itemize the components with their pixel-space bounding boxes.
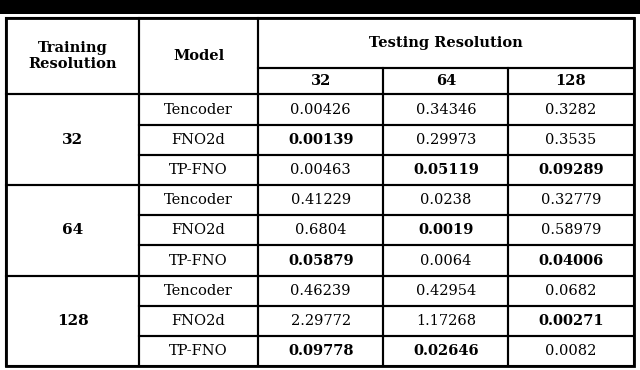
Bar xyxy=(508,215,634,245)
Text: 0.0238: 0.0238 xyxy=(420,193,472,207)
Text: Tencoder: Tencoder xyxy=(164,193,233,207)
Text: FNO2d: FNO2d xyxy=(172,314,225,328)
Text: Tencoder: Tencoder xyxy=(164,284,233,298)
Text: 0.00463: 0.00463 xyxy=(291,163,351,177)
Text: Testing Resolution: Testing Resolution xyxy=(369,36,523,50)
Bar xyxy=(258,185,383,215)
Text: 0.00426: 0.00426 xyxy=(291,102,351,117)
Text: FNO2d: FNO2d xyxy=(172,133,225,147)
Text: Model: Model xyxy=(173,49,224,63)
Text: Training
Resolution: Training Resolution xyxy=(28,41,117,71)
Bar xyxy=(258,306,383,336)
Bar xyxy=(383,276,508,306)
Bar xyxy=(258,155,383,185)
Bar xyxy=(139,336,258,366)
Text: 0.29973: 0.29973 xyxy=(416,133,476,147)
Text: 0.41229: 0.41229 xyxy=(291,193,351,207)
Bar xyxy=(508,155,634,185)
Bar xyxy=(139,18,258,94)
Text: 0.09778: 0.09778 xyxy=(288,344,353,358)
Bar xyxy=(258,125,383,155)
Text: 0.00271: 0.00271 xyxy=(538,314,604,328)
Bar xyxy=(6,185,139,276)
Text: 64: 64 xyxy=(436,74,456,88)
Bar xyxy=(383,68,508,94)
Bar xyxy=(258,94,383,125)
Bar xyxy=(139,245,258,276)
Text: 0.34346: 0.34346 xyxy=(415,102,476,117)
Bar xyxy=(383,215,508,245)
Bar xyxy=(383,155,508,185)
Bar xyxy=(6,18,139,94)
Bar xyxy=(6,276,139,366)
Text: 0.3535: 0.3535 xyxy=(545,133,596,147)
Text: TP-FNO: TP-FNO xyxy=(169,253,228,268)
Bar xyxy=(139,94,258,125)
Text: 0.02646: 0.02646 xyxy=(413,344,479,358)
Text: 2.29772: 2.29772 xyxy=(291,314,351,328)
Bar xyxy=(383,125,508,155)
Bar xyxy=(139,276,258,306)
Bar xyxy=(258,68,383,94)
Text: 0.32779: 0.32779 xyxy=(541,193,601,207)
Text: 0.04006: 0.04006 xyxy=(538,253,604,268)
Bar xyxy=(139,155,258,185)
Text: 0.3282: 0.3282 xyxy=(545,102,596,117)
Text: TP-FNO: TP-FNO xyxy=(169,344,228,358)
Bar xyxy=(383,245,508,276)
Text: 32: 32 xyxy=(62,133,83,147)
Text: 1.17268: 1.17268 xyxy=(416,314,476,328)
Text: Tencoder: Tencoder xyxy=(164,102,233,117)
Text: 0.05879: 0.05879 xyxy=(288,253,353,268)
Bar xyxy=(508,94,634,125)
Bar xyxy=(6,94,139,185)
Bar xyxy=(383,185,508,215)
Text: 0.0682: 0.0682 xyxy=(545,284,596,298)
Text: 64: 64 xyxy=(62,223,83,238)
Bar xyxy=(139,215,258,245)
Bar xyxy=(508,185,634,215)
Bar xyxy=(0,0,640,14)
Bar xyxy=(383,336,508,366)
Bar xyxy=(258,215,383,245)
Text: 0.0064: 0.0064 xyxy=(420,253,472,268)
Bar xyxy=(258,245,383,276)
Text: 0.0082: 0.0082 xyxy=(545,344,596,358)
Bar xyxy=(508,276,634,306)
Bar xyxy=(508,336,634,366)
Bar xyxy=(508,306,634,336)
Text: 0.42954: 0.42954 xyxy=(416,284,476,298)
Bar xyxy=(508,68,634,94)
Text: 0.58979: 0.58979 xyxy=(541,223,601,238)
Bar xyxy=(258,276,383,306)
Text: 0.0019: 0.0019 xyxy=(418,223,474,238)
Bar xyxy=(383,306,508,336)
Text: 128: 128 xyxy=(57,314,88,328)
Text: 128: 128 xyxy=(556,74,586,88)
Bar xyxy=(258,336,383,366)
Bar xyxy=(139,306,258,336)
Text: FNO2d: FNO2d xyxy=(172,223,225,238)
Text: TP-FNO: TP-FNO xyxy=(169,163,228,177)
Bar xyxy=(258,18,634,68)
Text: 0.00139: 0.00139 xyxy=(288,133,353,147)
Text: 0.05119: 0.05119 xyxy=(413,163,479,177)
Bar xyxy=(139,125,258,155)
Bar xyxy=(383,94,508,125)
Bar xyxy=(508,125,634,155)
Text: 32: 32 xyxy=(310,74,331,88)
Bar xyxy=(508,245,634,276)
Text: 0.46239: 0.46239 xyxy=(291,284,351,298)
Text: 0.09289: 0.09289 xyxy=(538,163,604,177)
Text: 0.6804: 0.6804 xyxy=(295,223,346,238)
Bar xyxy=(139,185,258,215)
